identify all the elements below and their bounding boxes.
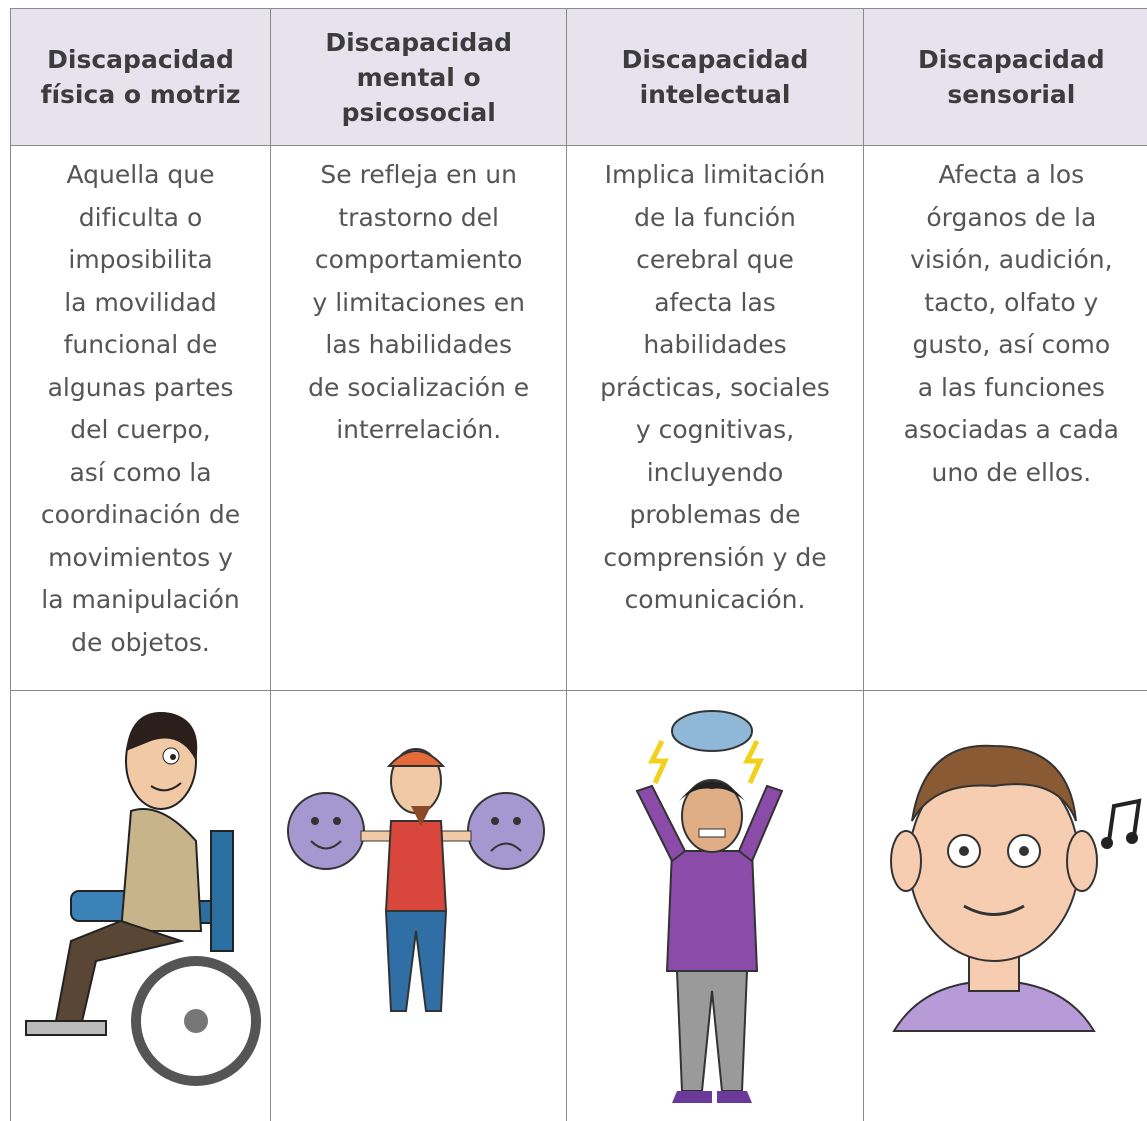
image-cell: [11, 691, 271, 1121]
description-line: afecta las: [567, 282, 862, 325]
image-cell: [567, 691, 863, 1121]
image-cell: [271, 691, 567, 1121]
description-line: de objetos.: [11, 622, 270, 665]
description-line: uno de ellos.: [864, 452, 1147, 495]
description-line: algunas partes: [11, 367, 270, 410]
header-row: Discapacidad física o motriz Discapacida…: [11, 9, 1147, 146]
header-cell: Discapacidad intelectual: [567, 9, 863, 146]
description-line: asociadas a cada: [864, 409, 1147, 452]
header-cell: Discapacidad sensorial: [863, 9, 1147, 146]
description-line: Implica limitación: [567, 154, 862, 197]
description-line: del cuerpo,: [11, 409, 270, 452]
image-row: [11, 691, 1147, 1121]
description-line: problemas de: [567, 494, 862, 537]
description-line: tacto, olfato y: [864, 282, 1147, 325]
description-line: órganos de la: [864, 197, 1147, 240]
description-line: comportamiento: [271, 239, 566, 282]
description-line: funcional de: [11, 324, 270, 367]
description-line: y limitaciones en: [271, 282, 566, 325]
description-line: así como la: [11, 452, 270, 495]
description-line: movimientos y: [11, 537, 270, 580]
illustration-emotions: [271, 691, 564, 1121]
description-line: la manipulación: [11, 579, 270, 622]
description-line: incluyendo: [567, 452, 862, 495]
image-cell: [863, 691, 1147, 1121]
description-line: las habilidades: [271, 324, 566, 367]
illustration-stress: [567, 691, 860, 1121]
description-line: gusto, así como: [864, 324, 1147, 367]
header-cell: Discapacidad mental o psicosocial: [271, 9, 567, 146]
disability-table: Discapacidad física o motriz Discapacida…: [10, 8, 1147, 1121]
description-line: de la función: [567, 197, 862, 240]
description-line: interrelación.: [271, 409, 566, 452]
description-line: trastorno del: [271, 197, 566, 240]
description-line: habilidades: [567, 324, 862, 367]
description-line: imposibilita: [11, 239, 270, 282]
description-line: de socialización e: [271, 367, 566, 410]
description-line: prácticas, sociales: [567, 367, 862, 410]
illustration-wheelchair: [11, 691, 267, 1121]
description-line: coordinación de: [11, 494, 270, 537]
description-line: y cognitivas,: [567, 409, 862, 452]
illustration-senses: [864, 691, 1147, 1121]
description-line: cerebral que: [567, 239, 862, 282]
description-line: la movilidad: [11, 282, 270, 325]
description-line: comunicación.: [567, 579, 862, 622]
header-cell: Discapacidad física o motriz: [11, 9, 271, 146]
description-line: dificulta o: [11, 197, 270, 240]
description-line: visión, audición,: [864, 239, 1147, 282]
description-line: Aquella que: [11, 154, 270, 197]
description-line: a las funciones: [864, 367, 1147, 410]
description-line: Afecta a los: [864, 154, 1147, 197]
description-line: comprensión y de: [567, 537, 862, 580]
description-line: Se refleja en un: [271, 154, 566, 197]
